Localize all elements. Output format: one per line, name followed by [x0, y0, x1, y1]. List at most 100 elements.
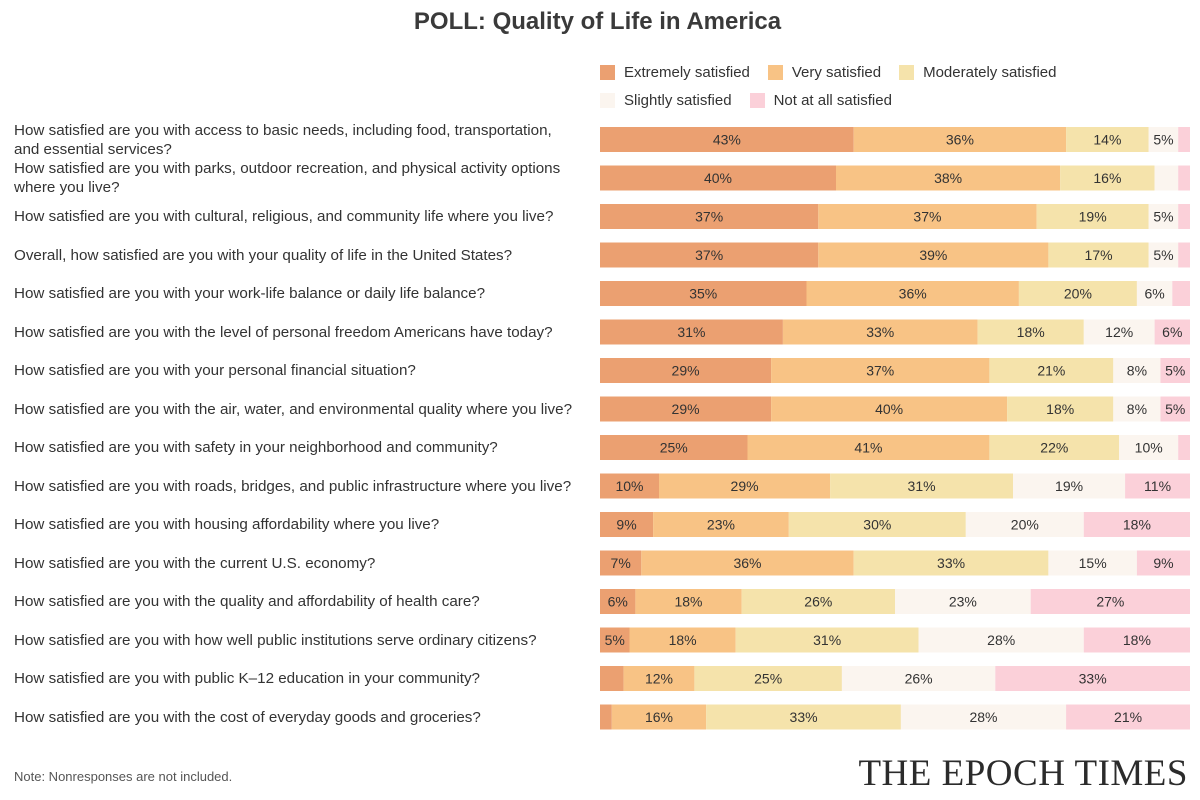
legend-item-moderately: Moderately satisfied — [899, 63, 1057, 81]
legend-item-very: Very satisfied — [767, 63, 882, 81]
data-label: 9% — [616, 517, 636, 533]
legend-row: Extremely satisfied Very satisfied Moder… — [600, 58, 1120, 86]
brand-logo: THE EPOCH TIMES — [858, 753, 1188, 794]
bar-segment-moderately — [1066, 127, 1149, 152]
bar-segment-moderately — [1060, 165, 1155, 191]
bar-segment-not-at-all — [1136, 550, 1190, 576]
data-label: 8% — [1127, 363, 1147, 379]
bar-segment-very — [771, 396, 1008, 422]
data-label: 5% — [1153, 132, 1173, 148]
legend-swatch-not-at-all — [749, 92, 765, 108]
question-label: How satisfied are you with how well publ… — [14, 631, 537, 649]
bar-segment-moderately — [694, 666, 842, 691]
bar-segment-very — [818, 204, 1037, 229]
question-label: How satisfied are you with cultural, rel… — [14, 208, 554, 225]
data-label: 26% — [905, 671, 933, 687]
bar-segment-moderately — [830, 473, 1013, 499]
data-label: 14% — [1093, 132, 1121, 148]
data-label: 23% — [949, 594, 977, 610]
bar-segment-very — [853, 127, 1067, 152]
bar-segment-not-at-all — [1030, 589, 1190, 614]
legend-swatch-very — [767, 64, 783, 80]
bar-segment-moderately — [735, 627, 919, 653]
data-label: 33% — [866, 324, 894, 340]
bar-segment-extremely — [600, 666, 624, 691]
data-label: 36% — [946, 132, 974, 148]
bar-segment-moderately — [853, 550, 1049, 576]
legend-swatch-slightly — [600, 92, 615, 108]
bar-segment-extremely — [600, 589, 636, 614]
bar-segment-moderately — [741, 589, 895, 614]
question-label: How satisfied are you with public K–12 e… — [14, 670, 480, 687]
bar-segment-not-at-all — [995, 666, 1190, 691]
data-label: 20% — [1064, 286, 1092, 302]
bar-segment-very — [629, 627, 736, 653]
question-label: How satisfied are you with the level of … — [14, 323, 553, 341]
data-label: 6% — [1162, 324, 1182, 340]
data-label: 19% — [1079, 209, 1107, 225]
bar-segment-very — [611, 704, 707, 730]
bar-segment-not-at-all — [1083, 627, 1190, 653]
chart-title: POLL: Quality of Life in America — [413, 8, 782, 35]
bar-segment-not-at-all — [1160, 358, 1190, 383]
bar-segment-very — [818, 242, 1049, 268]
data-label: 22% — [1040, 440, 1068, 456]
data-label: 23% — [707, 517, 735, 533]
bar-segment-slightly — [1148, 127, 1179, 152]
bar-segment-not-at-all — [1125, 473, 1190, 499]
question-label: How satisfied are you with safety in you… — [14, 439, 498, 456]
data-label: 37% — [866, 363, 894, 379]
bar-segment-not-at-all — [1178, 242, 1190, 268]
bar-segment-moderately — [1018, 281, 1137, 306]
legend-label-moderately: Moderately satisfied — [923, 63, 1057, 81]
data-label: 18% — [669, 632, 697, 648]
data-label: 33% — [937, 555, 965, 571]
data-label: 18% — [1046, 401, 1074, 417]
bar-segment-extremely — [600, 319, 783, 345]
bar-segment-not-at-all — [1154, 319, 1190, 345]
bar-segment-extremely — [600, 627, 630, 653]
data-label: 18% — [674, 594, 702, 610]
bar-segment-extremely — [600, 242, 819, 268]
data-label: 25% — [660, 440, 688, 456]
data-label: 11% — [1144, 478, 1171, 494]
bar-segment-extremely — [600, 358, 772, 383]
bar-segment-slightly — [1083, 319, 1155, 345]
bar-segment-very — [782, 319, 978, 345]
bar-segment-moderately — [706, 704, 901, 730]
data-label: 5% — [1153, 209, 1173, 225]
data-label: 36% — [733, 555, 761, 571]
bar-segment-very — [641, 550, 854, 576]
data-label: 9% — [1153, 555, 1173, 571]
bar-segment-slightly — [918, 627, 1084, 653]
bar-segment-very — [635, 589, 742, 614]
bar-segment-moderately — [989, 358, 1114, 383]
data-label: 41% — [854, 440, 882, 456]
bar-segment-moderately — [788, 512, 966, 537]
data-label: 10% — [1135, 440, 1163, 456]
data-label: 18% — [1123, 632, 1151, 648]
bar-segment-moderately — [1007, 396, 1114, 422]
question-label: How satisfied are you with parks, outdoo… — [14, 160, 561, 196]
data-label: 7% — [611, 555, 631, 571]
bar-segment-very — [771, 358, 990, 383]
data-label: 6% — [1144, 286, 1164, 302]
bar-segment-slightly — [1154, 165, 1179, 191]
question-label: How satisfied are you with housing affor… — [14, 516, 440, 533]
data-label: 18% — [1017, 324, 1045, 340]
bar-segment-extremely — [600, 512, 654, 537]
bar-segment-slightly — [1048, 550, 1137, 576]
data-label: 33% — [1079, 671, 1107, 687]
question-label: How satisfied are you with roads, bridge… — [14, 477, 572, 495]
bar-segment-slightly — [1136, 281, 1173, 306]
bar-segment-not-at-all — [1066, 704, 1190, 730]
data-label: 5% — [1165, 363, 1185, 379]
bar-segment-extremely — [600, 704, 612, 730]
data-label: 37% — [695, 209, 723, 225]
legend-label-very: Very satisfied — [791, 63, 882, 81]
data-label: 39% — [919, 247, 947, 263]
data-label: 40% — [875, 401, 903, 417]
data-label: 17% — [1085, 247, 1113, 263]
bar-segment-extremely — [600, 396, 772, 422]
bar-segment-extremely — [600, 550, 642, 576]
